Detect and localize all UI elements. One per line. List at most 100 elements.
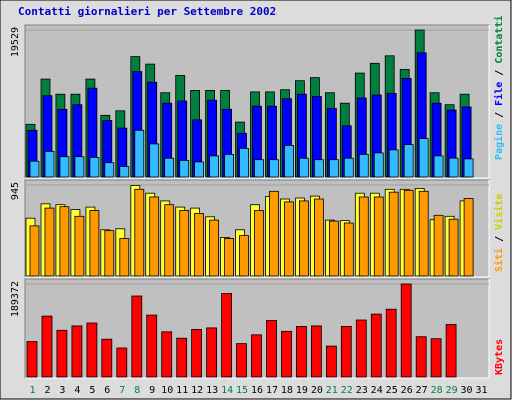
bar-siti-1 — [29, 225, 40, 277]
bar-pagine-21 — [328, 159, 339, 178]
x-tick-label-11: 11 — [176, 385, 188, 396]
bar-siti-4 — [74, 215, 85, 277]
x-tick-label-23: 23 — [356, 385, 368, 396]
bar-kbytes-10 — [161, 331, 173, 378]
x-tick-label-22: 22 — [341, 385, 353, 396]
bar-kbytes-8 — [131, 295, 143, 378]
bar-siti-11 — [179, 210, 190, 277]
x-tick-label-30: 30 — [460, 385, 472, 396]
panel-traffic: 19529 — [10, 24, 490, 179]
legend-group: KBytes — [494, 339, 505, 375]
bar-siti-2 — [44, 207, 55, 277]
bar-pagine-11 — [179, 159, 190, 178]
bar-pagine-6 — [104, 162, 115, 178]
x-tick-label-6: 6 — [104, 385, 110, 396]
x-tick-label-28: 28 — [431, 385, 443, 396]
legend-sep: / — [494, 64, 505, 82]
bar-kbytes-15 — [236, 343, 247, 378]
x-tick-label-18: 18 — [281, 385, 293, 396]
bar-pagine-1 — [29, 160, 40, 178]
bar-pagine-2 — [44, 150, 55, 178]
x-tick-label-9: 9 — [149, 385, 155, 396]
bar-pagine-22 — [343, 157, 354, 178]
bar-siti-13 — [209, 219, 220, 277]
x-tick-label-15: 15 — [236, 385, 248, 396]
bar-siti-5 — [89, 210, 100, 277]
bar-pagine-9 — [149, 143, 160, 178]
bar-kbytes-24 — [370, 313, 382, 378]
bar-pagine-13 — [209, 155, 220, 178]
bar-pagine-19 — [298, 157, 309, 178]
bar-kbytes-28 — [430, 338, 442, 378]
bar-siti-16 — [254, 210, 264, 277]
bar-siti-6 — [104, 230, 115, 277]
bar-pagine-30 — [463, 158, 474, 178]
x-tick-label-2: 2 — [44, 385, 50, 396]
y-max-label: 189372 — [10, 281, 21, 317]
x-tick-label-17: 17 — [266, 385, 278, 396]
x-tick-label-27: 27 — [416, 385, 428, 396]
bar-siti-29 — [448, 218, 459, 277]
legend-siti: Siti — [493, 248, 505, 272]
bar-kbytes-9 — [146, 314, 158, 378]
x-tick-label-1: 1 — [29, 385, 35, 396]
bar-kbytes-23 — [355, 319, 367, 378]
x-tick-label-14: 14 — [221, 385, 233, 396]
bar-pagine-18 — [284, 144, 294, 178]
x-tick-label-16: 16 — [251, 385, 263, 396]
x-tick-label-5: 5 — [89, 385, 95, 396]
bar-siti-26 — [403, 189, 414, 277]
legend-sep: / — [494, 230, 505, 248]
legend-visite: Visite — [493, 194, 505, 230]
bar-kbytes-2 — [41, 315, 53, 378]
bar-pagine-17 — [269, 159, 279, 178]
bar-siti-8 — [134, 188, 145, 277]
bar-kbytes-6 — [101, 338, 113, 378]
bar-kbytes-22 — [340, 325, 352, 378]
right-legend: Pagine / File / Contatti Siti / Visite KBy… — [493, 15, 505, 375]
bar-pagine-16 — [254, 159, 264, 178]
legend-file: File — [493, 82, 505, 106]
bar-siti-9 — [149, 196, 160, 277]
bar-pagine-24 — [373, 152, 384, 178]
bar-kbytes-21 — [325, 345, 337, 378]
bar-siti-10 — [164, 204, 175, 277]
legend-kbytes: KBytes — [494, 339, 505, 375]
bar-kbytes-20 — [310, 325, 322, 378]
bar-siti-21 — [328, 220, 339, 277]
x-tick-label-13: 13 — [206, 385, 218, 396]
bar-pagine-25 — [388, 149, 399, 178]
bar-siti-7 — [119, 237, 130, 277]
bar-pagine-23 — [358, 153, 369, 178]
bar-siti-23 — [358, 196, 369, 277]
bar-kbytes-5 — [86, 322, 98, 378]
bar-kbytes-7 — [116, 347, 128, 378]
bar-siti-14 — [224, 237, 235, 277]
bar-pagine-12 — [194, 161, 205, 178]
bar-siti-3 — [59, 206, 70, 277]
bar-siti-15 — [239, 235, 249, 277]
bar-kbytes-26 — [400, 283, 412, 378]
bar-pagine-7 — [119, 166, 130, 178]
y-max-label: 19529 — [10, 27, 21, 57]
chart-title: Contatti giornalieri per Settembre 2002 — [18, 5, 276, 18]
x-tick-label-7: 7 — [119, 385, 125, 396]
bar-kbytes-4 — [71, 325, 83, 378]
bar-pagine-27 — [418, 138, 429, 178]
bar-kbytes-17 — [266, 320, 277, 378]
x-tick-label-20: 20 — [311, 385, 323, 396]
bar-kbytes-14 — [221, 293, 233, 378]
bar-kbytes-25 — [385, 308, 397, 378]
bar-kbytes-27 — [415, 336, 427, 378]
bar-pagine-8 — [134, 129, 145, 178]
bar-kbytes-16 — [251, 334, 262, 378]
x-tick-label-10: 10 — [161, 385, 173, 396]
bar-siti-24 — [373, 196, 384, 277]
bar-kbytes-13 — [206, 327, 218, 378]
bar-siti-30 — [463, 198, 474, 277]
x-tick-label-25: 25 — [386, 385, 398, 396]
legend-group: Siti / Visite — [493, 194, 505, 272]
bar-pagine-29 — [448, 157, 459, 178]
x-tick-label-24: 24 — [371, 385, 383, 396]
